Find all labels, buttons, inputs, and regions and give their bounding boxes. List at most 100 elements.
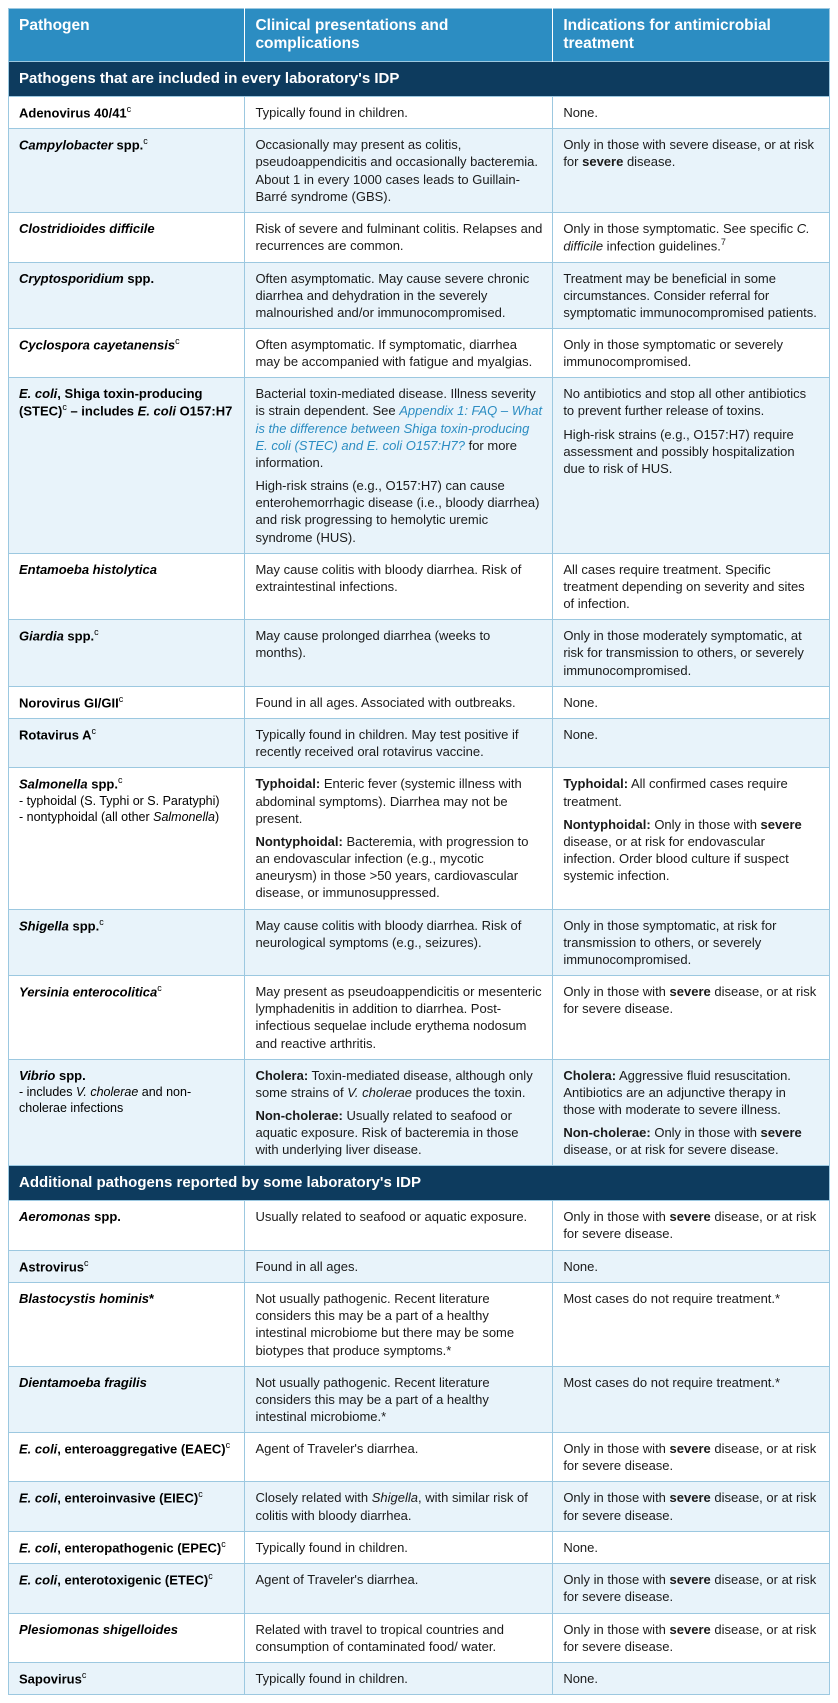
clinical-cell: Typically found in children. <box>245 96 553 128</box>
pathogen-cell: Dientamoeba fragilis <box>9 1366 245 1432</box>
clinical-cell: Related with travel to tropical countrie… <box>245 1613 553 1662</box>
treatment-cell: None. <box>553 686 830 718</box>
table-row: Giardia spp.cMay cause prolonged diarrhe… <box>9 620 830 686</box>
table-row: Cryptosporidium spp.Often asymptomatic. … <box>9 262 830 328</box>
clinical-cell: Agent of Traveler's diarrhea. <box>245 1433 553 1482</box>
table-row: Norovirus GI/GIIcFound in all ages. Asso… <box>9 686 830 718</box>
treatment-cell: Only in those with severe disease, or at… <box>553 1564 830 1613</box>
clinical-cell: May present as pseudoappendicitis or mes… <box>245 976 553 1060</box>
treatment-cell: All cases require treatment. Specific tr… <box>553 553 830 619</box>
table-row: E. coli, Shiga toxin-producing (STEC)c –… <box>9 378 830 553</box>
treatment-cell: Only in those with severe disease, or at… <box>553 1482 830 1531</box>
treatment-cell: Treatment may be beneficial in some circ… <box>553 262 830 328</box>
treatment-cell: Only in those with severe disease, or at… <box>553 1201 830 1250</box>
table-row: SapoviruscTypically found in children.No… <box>9 1662 830 1694</box>
clinical-cell: May cause prolonged diarrhea (weeks to m… <box>245 620 553 686</box>
pathogen-cell: E. coli, enterotoxigenic (ETEC)c <box>9 1564 245 1613</box>
clinical-cell: May cause colitis with bloody diarrhea. … <box>245 909 553 975</box>
section-header: Pathogens that are included in every lab… <box>9 62 830 97</box>
treatment-cell: Only in those symptomatic or severely im… <box>553 329 830 378</box>
table-row: Cyclospora cayetanensiscOften asymptomat… <box>9 329 830 378</box>
clinical-cell: Closely related with Shigella, with simi… <box>245 1482 553 1531</box>
pathogen-cell: Clostridioides difficile <box>9 212 245 262</box>
col-pathogen: Pathogen <box>9 9 245 62</box>
clinical-cell: Typically found in children. May test po… <box>245 719 553 768</box>
treatment-cell: None. <box>553 1662 830 1694</box>
treatment-cell: Only in those symptomatic. See specific … <box>553 212 830 262</box>
clinical-cell: Typically found in children. <box>245 1662 553 1694</box>
table-row: Campylobacter spp.cOccasionally may pres… <box>9 129 830 213</box>
table-row: Adenovirus 40/41cTypically found in chil… <box>9 96 830 128</box>
treatment-cell: Cholera: Aggressive fluid resuscitation.… <box>553 1059 830 1166</box>
clinical-cell: Occasionally may present as colitis, pse… <box>245 129 553 213</box>
treatment-cell: Only in those symptomatic, at risk for t… <box>553 909 830 975</box>
clinical-cell: Agent of Traveler's diarrhea. <box>245 1564 553 1613</box>
treatment-cell: Only in those with severe disease, or at… <box>553 1433 830 1482</box>
clinical-cell: May cause colitis with bloody diarrhea. … <box>245 553 553 619</box>
clinical-cell: Found in all ages. <box>245 1250 553 1282</box>
table-row: E. coli, enteroinvasive (EIEC)cClosely r… <box>9 1482 830 1531</box>
pathogen-cell: Rotavirus Ac <box>9 719 245 768</box>
table-row: Aeromonas spp.Usually related to seafood… <box>9 1201 830 1250</box>
treatment-cell: Only in those with severe disease, or at… <box>553 976 830 1060</box>
pathogen-cell: Norovirus GI/GIIc <box>9 686 245 718</box>
treatment-cell: Typhoidal: All confirmed cases require t… <box>553 768 830 909</box>
clinical-cell: Found in all ages. Associated with outbr… <box>245 686 553 718</box>
treatment-cell: None. <box>553 96 830 128</box>
table-row: Blastocystis hominis*Not usually pathoge… <box>9 1283 830 1367</box>
clinical-cell: Often asymptomatic. May cause severe chr… <box>245 262 553 328</box>
pathogen-cell: Blastocystis hominis* <box>9 1283 245 1367</box>
clinical-cell: Cholera: Toxin-mediated disease, althoug… <box>245 1059 553 1166</box>
pathogen-cell: Plesiomonas shigelloides <box>9 1613 245 1662</box>
clinical-cell: Often asymptomatic. If symptomatic, diar… <box>245 329 553 378</box>
table-row: E. coli, enterotoxigenic (ETEC)cAgent of… <box>9 1564 830 1613</box>
clinical-cell: Usually related to seafood or aquatic ex… <box>245 1201 553 1250</box>
pathogen-cell: E. coli, Shiga toxin-producing (STEC)c –… <box>9 378 245 553</box>
pathogen-cell: Cryptosporidium spp. <box>9 262 245 328</box>
table-row: Plesiomonas shigelloidesRelated with tra… <box>9 1613 830 1662</box>
pathogen-cell: Yersinia enterocoliticac <box>9 976 245 1060</box>
clinical-cell: Bacterial toxin-mediated disease. Illnes… <box>245 378 553 553</box>
table-row: Yersinia enterocoliticacMay present as p… <box>9 976 830 1060</box>
table-row: Clostridioides difficileRisk of severe a… <box>9 212 830 262</box>
table-row: Vibrio spp.- includes V. cholerae and no… <box>9 1059 830 1166</box>
treatment-cell: Most cases do not require treatment.* <box>553 1366 830 1432</box>
clinical-cell: Risk of severe and fulminant colitis. Re… <box>245 212 553 262</box>
col-treatment: Indications for antimicrobial treatment <box>553 9 830 62</box>
pathogen-cell: Shigella spp.c <box>9 909 245 975</box>
pathogen-cell: Vibrio spp.- includes V. cholerae and no… <box>9 1059 245 1166</box>
pathogen-cell: Entamoeba histolytica <box>9 553 245 619</box>
treatment-cell: None. <box>553 1250 830 1282</box>
pathogen-cell: Cyclospora cayetanensisc <box>9 329 245 378</box>
table-row: AstroviruscFound in all ages.None. <box>9 1250 830 1282</box>
treatment-cell: Most cases do not require treatment.* <box>553 1283 830 1367</box>
table-row: Salmonella spp.c- typhoidal (S. Typhi or… <box>9 768 830 909</box>
treatment-cell: None. <box>553 719 830 768</box>
pathogen-cell: Giardia spp.c <box>9 620 245 686</box>
treatment-cell: No antibiotics and stop all other antibi… <box>553 378 830 553</box>
clinical-cell: Typically found in children. <box>245 1531 553 1563</box>
treatment-cell: None. <box>553 1531 830 1563</box>
clinical-cell: Not usually pathogenic. Recent literatur… <box>245 1283 553 1367</box>
table-row: Rotavirus AcTypically found in children.… <box>9 719 830 768</box>
treatment-cell: Only in those with severe disease, or at… <box>553 1613 830 1662</box>
pathogen-cell: Adenovirus 40/41c <box>9 96 245 128</box>
clinical-cell: Typhoidal: Enteric fever (systemic illne… <box>245 768 553 909</box>
pathogen-cell: Sapovirusc <box>9 1662 245 1694</box>
treatment-cell: Only in those moderately symptomatic, at… <box>553 620 830 686</box>
table-row: Entamoeba histolyticaMay cause colitis w… <box>9 553 830 619</box>
table-row: Shigella spp.cMay cause colitis with blo… <box>9 909 830 975</box>
table-row: E. coli, enteropathogenic (EPEC)cTypical… <box>9 1531 830 1563</box>
pathogen-cell: E. coli, enteropathogenic (EPEC)c <box>9 1531 245 1563</box>
pathogen-cell: E. coli, enteroinvasive (EIEC)c <box>9 1482 245 1531</box>
section-header: Additional pathogens reported by some la… <box>9 1166 830 1201</box>
pathogen-table: Pathogen Clinical presentations and comp… <box>8 8 830 1695</box>
pathogen-cell: E. coli, enteroaggregative (EAEC)c <box>9 1433 245 1482</box>
header-row: Pathogen Clinical presentations and comp… <box>9 9 830 62</box>
col-clinical: Clinical presentations and complications <box>245 9 553 62</box>
pathogen-cell: Salmonella spp.c- typhoidal (S. Typhi or… <box>9 768 245 909</box>
pathogen-cell: Astrovirusc <box>9 1250 245 1282</box>
table-row: E. coli, enteroaggregative (EAEC)cAgent … <box>9 1433 830 1482</box>
clinical-cell: Not usually pathogenic. Recent literatur… <box>245 1366 553 1432</box>
pathogen-cell: Aeromonas spp. <box>9 1201 245 1250</box>
